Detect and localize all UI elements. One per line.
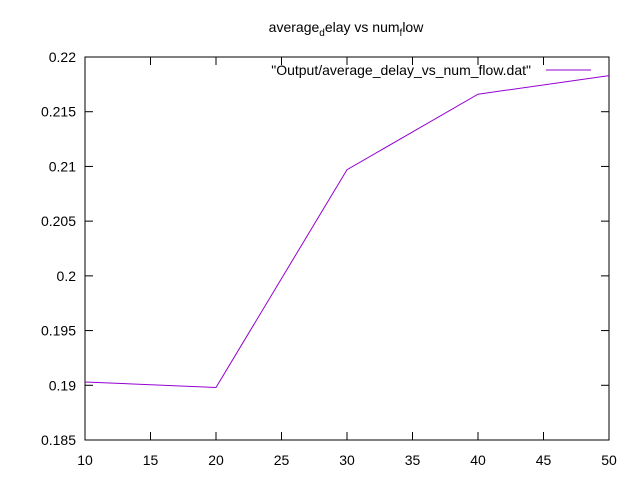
x-tick-label: 30 <box>339 452 355 468</box>
x-tick-label: 40 <box>470 452 486 468</box>
y-tick-label: 0.205 <box>41 213 76 229</box>
chart-title-part: low <box>402 19 424 35</box>
series-line <box>84 75 610 388</box>
plot-border <box>84 56 610 441</box>
y-tick-label: 0.21 <box>49 158 76 174</box>
y-tick-label: 0.19 <box>49 377 76 393</box>
chart-title-part: f <box>400 28 403 39</box>
y-tick-label: 0.22 <box>49 49 76 65</box>
y-tick-label: 0.2 <box>57 268 77 284</box>
y-axis-ticks: 0.185 0.19 0.195 0.2 0.205 0.21 0.215 0.22 <box>41 49 609 448</box>
chart-title-part: elay vs num <box>325 19 400 35</box>
plot-axes <box>84 56 610 441</box>
x-tick-label: 45 <box>536 452 552 468</box>
x-tick-label: 50 <box>601 452 617 468</box>
x-axis-ticks: 10 15 20 25 30 35 40 45 50 <box>77 57 617 468</box>
x-tick-label: 15 <box>143 452 159 468</box>
chart-title-part: d <box>319 28 325 39</box>
y-tick-label: 0.195 <box>41 323 76 339</box>
x-tick-label: 20 <box>208 452 224 468</box>
legend: "Output/average_delay_vs_num_flow.dat" <box>271 62 591 78</box>
series-layer <box>84 75 610 388</box>
x-tick-label: 35 <box>405 452 421 468</box>
x-tick-label: 25 <box>274 452 290 468</box>
chart-title: averagedelay vs numflow <box>269 19 425 39</box>
chart-title-part: average <box>269 19 320 35</box>
x-tick-label: 10 <box>77 452 93 468</box>
legend-label: "Output/average_delay_vs_num_flow.dat" <box>271 62 531 78</box>
y-tick-label: 0.215 <box>41 104 76 120</box>
y-tick-label: 0.185 <box>41 432 76 448</box>
